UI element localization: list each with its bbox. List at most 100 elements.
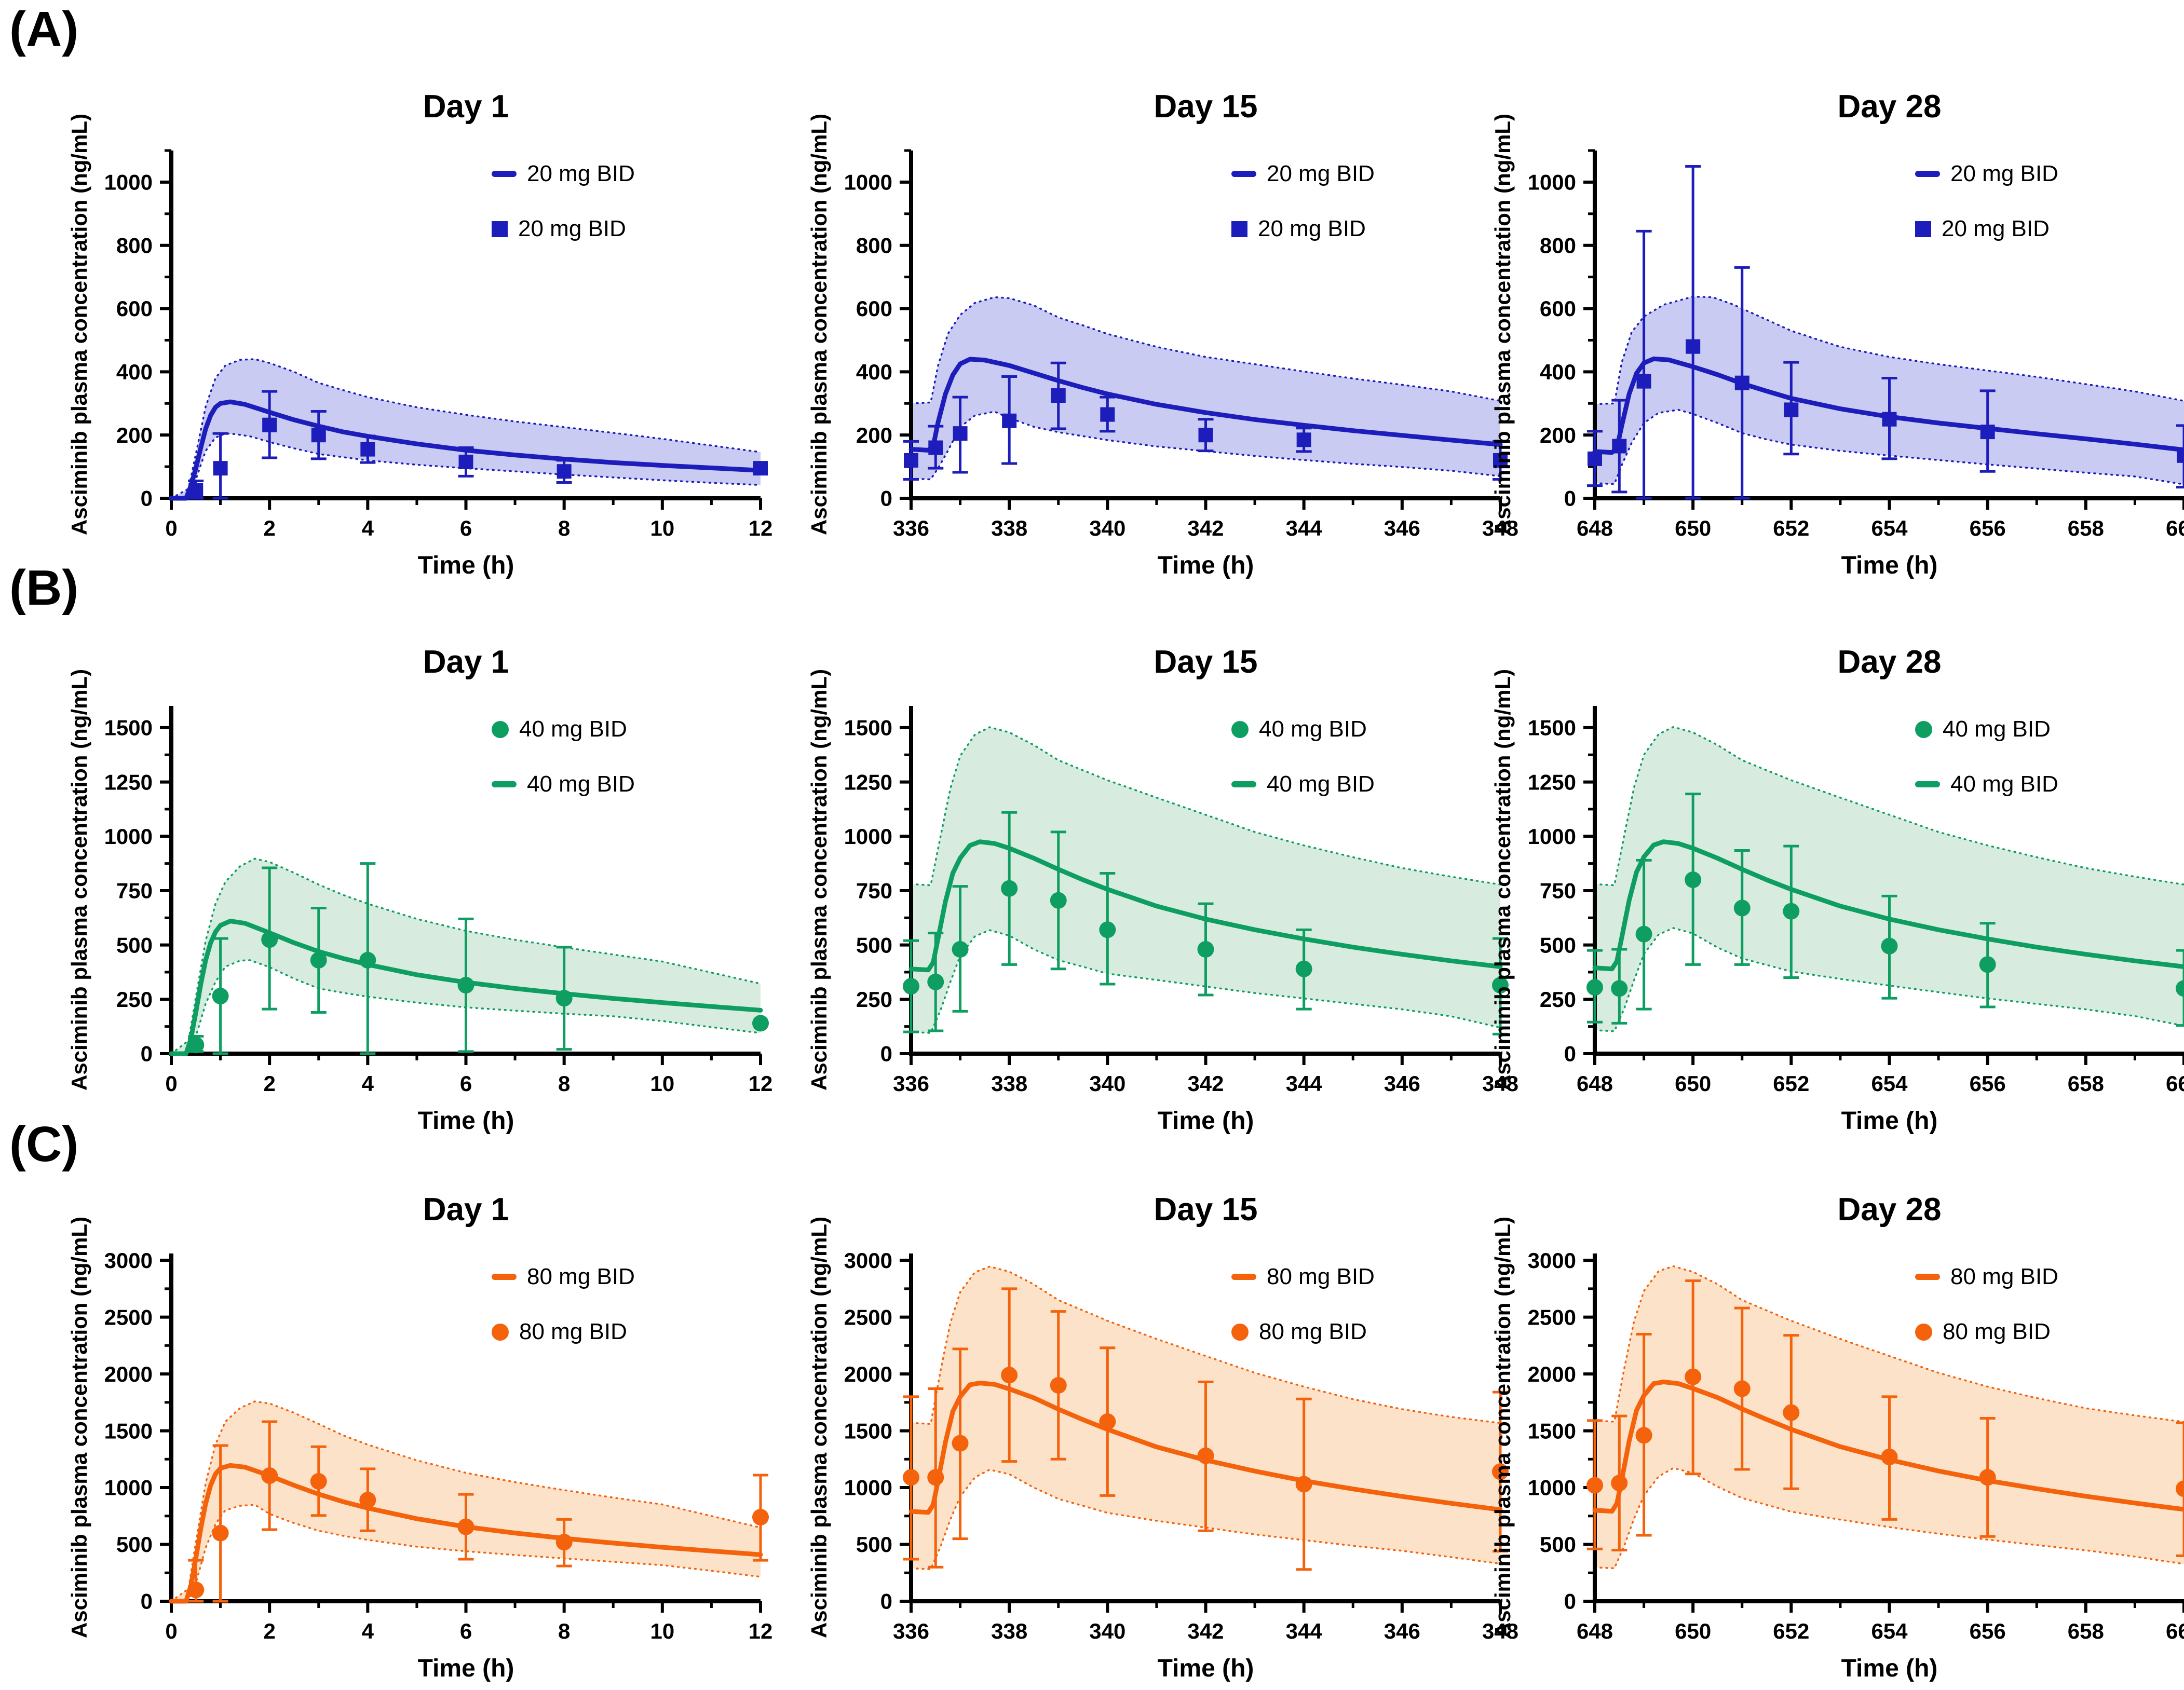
legend-item: 80 mg BID: [1231, 1319, 1375, 1345]
legend-label: 80 mg BID: [1267, 1264, 1375, 1289]
x-axis-label: Time (h): [1841, 1107, 1938, 1135]
panel-title: Day 1: [423, 644, 509, 680]
svg-text:652: 652: [1773, 516, 1809, 540]
svg-text:500: 500: [1540, 1532, 1576, 1557]
svg-text:6: 6: [460, 1619, 472, 1643]
svg-text:0: 0: [165, 1071, 177, 1096]
svg-text:336: 336: [893, 1071, 929, 1096]
svg-text:338: 338: [991, 1619, 1027, 1643]
legend-label: 80 mg BID: [1950, 1264, 2058, 1289]
svg-text:0: 0: [141, 1589, 153, 1614]
legend-line-swatch: [492, 171, 517, 177]
svg-text:0: 0: [141, 1042, 153, 1066]
legend-label: 80 mg BID: [519, 1319, 627, 1344]
svg-text:2000: 2000: [844, 1362, 892, 1386]
legend: 40 mg BID 40 mg BID: [1231, 716, 1375, 826]
svg-text:660: 660: [2166, 516, 2184, 540]
y-axis-label: Asciminib plasma concentration (ng/mL): [807, 669, 831, 1091]
svg-text:10: 10: [650, 1619, 674, 1643]
legend-item: 80 mg BID: [492, 1319, 635, 1345]
legend-label: 40 mg BID: [1950, 771, 2058, 797]
svg-text:750: 750: [116, 879, 153, 903]
panel-b-day1: 0 250 500 750 1000 1250 1500 0 2 4 6 8 10 12 Day 1 As…: [49, 618, 772, 1142]
legend-label: 80 mg BID: [1259, 1319, 1367, 1344]
legend: 20 mg BID 20 mg BID: [1231, 161, 1375, 271]
svg-text:648: 648: [1577, 516, 1613, 540]
svg-text:650: 650: [1675, 1619, 1711, 1643]
svg-text:1250: 1250: [844, 770, 892, 794]
svg-text:650: 650: [1675, 1071, 1711, 1096]
y-axis-label: Asciminib plasma concentration (ng/mL): [807, 1216, 831, 1639]
x-axis-label: Time (h): [1157, 1655, 1254, 1682]
legend-label: 40 mg BID: [519, 716, 627, 742]
panel-title: Day 28: [1837, 89, 1942, 125]
legend-label: 20 mg BID: [1950, 161, 2058, 186]
legend-marker-swatch: [1231, 720, 1249, 738]
svg-text:346: 346: [1384, 1071, 1420, 1096]
svg-text:4: 4: [362, 1619, 374, 1643]
x-axis-label: Time (h): [417, 1107, 514, 1135]
svg-text:6: 6: [460, 1071, 472, 1096]
legend-item: 80 mg BID: [1915, 1264, 2058, 1290]
panel-c-day1: 0 500 1000 1500 2000 2500 3000 0 2 4 6 8 10 12 Day 1 …: [49, 1165, 772, 1689]
legend-label: 20 mg BID: [527, 161, 635, 186]
svg-text:250: 250: [856, 987, 892, 1012]
legend-item: 20 mg BID: [1915, 216, 2058, 242]
svg-text:600: 600: [1540, 296, 1576, 321]
legend-marker-swatch: [492, 1323, 509, 1341]
legend-label: 20 mg BID: [518, 216, 626, 241]
x-axis-label: Time (h): [1157, 552, 1254, 579]
chart-canvas: 0 500 1000 1500 2000 2500 3000 648 650 652 654 656 6…: [1528, 1248, 2184, 1643]
svg-text:344: 344: [1286, 1071, 1323, 1096]
svg-text:344: 344: [1286, 516, 1323, 540]
svg-text:0: 0: [1564, 1042, 1576, 1066]
svg-text:654: 654: [1871, 1071, 1908, 1096]
svg-text:336: 336: [893, 516, 929, 540]
panel-c-day28: 0 500 1000 1500 2000 2500 3000 648 650 652 654 656 6…: [1473, 1165, 2184, 1689]
chart-canvas: 0 200 400 600 800 1000 0 2 4 6 8 10 12: [104, 149, 772, 540]
svg-text:1500: 1500: [104, 1419, 153, 1443]
svg-text:338: 338: [991, 1071, 1027, 1096]
panel-title: Day 15: [1154, 1192, 1258, 1228]
legend-marker-swatch: [492, 221, 508, 237]
legend-item: 40 mg BID: [1231, 771, 1375, 797]
svg-text:500: 500: [116, 933, 153, 957]
x-axis-label: Time (h): [1841, 1655, 1938, 1682]
x-axis-label: Time (h): [417, 552, 514, 579]
panel-title: Day 15: [1154, 89, 1258, 125]
svg-text:656: 656: [1970, 1619, 2006, 1643]
svg-text:344: 344: [1286, 1619, 1323, 1643]
legend-item: 80 mg BID: [492, 1264, 635, 1290]
svg-text:342: 342: [1187, 516, 1224, 540]
chart-canvas: 0 250 500 750 1000 1250 1500 648 650 652 654 656 658…: [1528, 706, 2184, 1096]
legend-line-swatch: [1915, 171, 1940, 177]
svg-text:340: 340: [1089, 1071, 1125, 1096]
chart-canvas: 0 500 1000 1500 2000 2500 3000 336 338 340 342 344 3…: [844, 1248, 1518, 1643]
svg-text:500: 500: [116, 1532, 153, 1557]
legend-line-swatch: [1915, 1274, 1940, 1280]
svg-text:648: 648: [1577, 1619, 1613, 1643]
svg-text:654: 654: [1871, 516, 1908, 540]
svg-text:0: 0: [880, 1589, 892, 1614]
panel-title: Day 28: [1837, 644, 1942, 680]
legend-item: 20 mg BID: [492, 161, 635, 187]
svg-text:656: 656: [1970, 1071, 2006, 1096]
svg-text:200: 200: [116, 423, 153, 447]
y-axis-label: Asciminib plasma concentration (ng/mL): [67, 1216, 91, 1639]
legend-label: 40 mg BID: [1259, 716, 1367, 742]
legend-marker-swatch: [1231, 1323, 1249, 1341]
svg-text:658: 658: [2068, 1619, 2104, 1643]
panel-a-day15: 0 200 400 600 800 1000 336 338 340 342 344 346 348 D…: [789, 62, 1518, 587]
panel-b-day28: 0 250 500 750 1000 1250 1500 648 650 652 654 656 658…: [1473, 618, 2184, 1142]
legend-label: 20 mg BID: [1258, 216, 1366, 241]
svg-text:250: 250: [116, 987, 153, 1012]
legend-label: 80 mg BID: [1943, 1319, 2051, 1344]
svg-text:250: 250: [1540, 987, 1576, 1012]
svg-text:10: 10: [650, 516, 674, 540]
y-axis-label: Asciminib plasma concentration (ng/mL): [67, 113, 91, 536]
svg-text:0: 0: [880, 486, 892, 511]
legend: 80 mg BID 80 mg BID: [492, 1264, 635, 1374]
svg-text:346: 346: [1384, 1619, 1420, 1643]
svg-text:800: 800: [856, 233, 892, 257]
svg-text:1000: 1000: [104, 1476, 153, 1500]
